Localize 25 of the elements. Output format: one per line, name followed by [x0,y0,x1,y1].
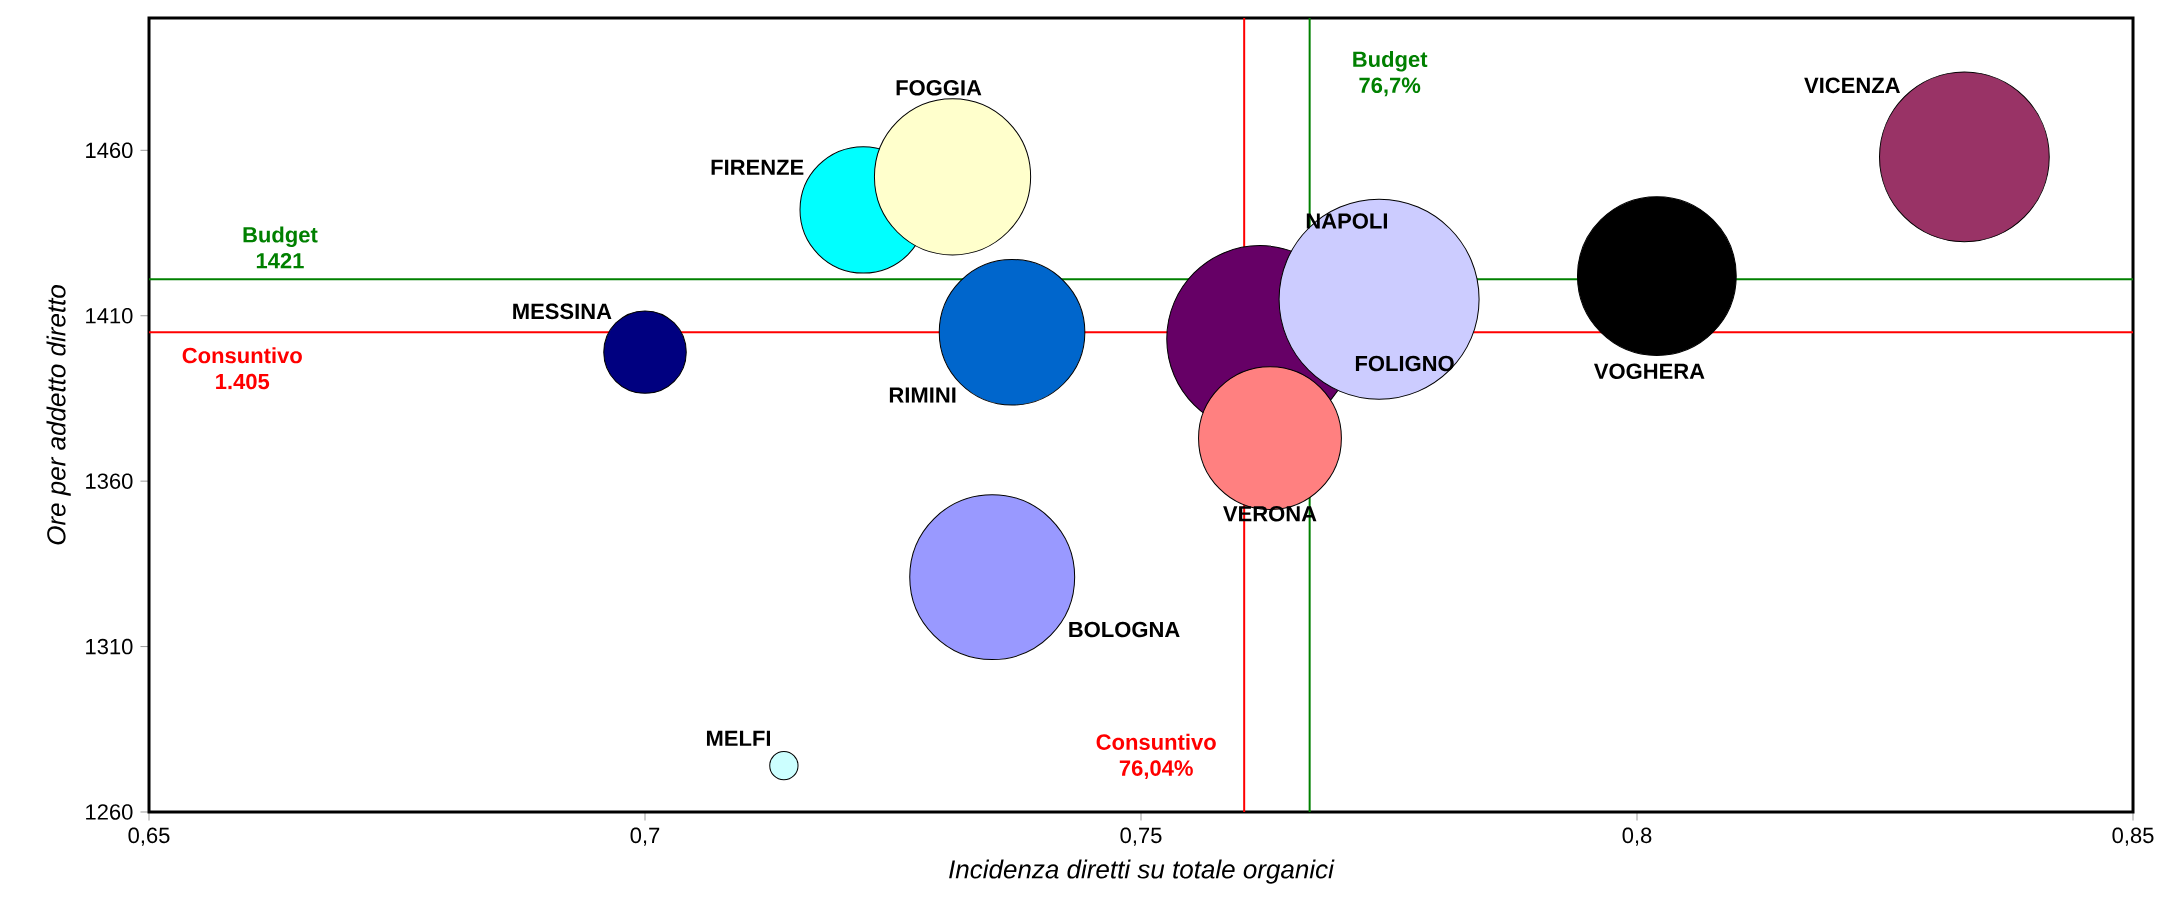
y-tick-label: 1360 [86,473,133,489]
ref-line-label: Consuntivo 1.405 [182,347,302,390]
x-axis-title: Incidenza diretti su totale organici [949,859,1335,884]
series-label: FOGGIA [896,80,982,96]
x-tick-label: 0,7 [630,827,660,846]
ref-line-label: Budget 76,7% [1353,50,1428,97]
series-label: VOGHERA [1593,363,1705,380]
y-tick-label: 1310 [86,638,133,655]
x-tick-label: 0,85 [2112,827,2154,846]
x-tick-label: 0,75 [1120,827,1162,846]
y-tick-label: 1410 [86,307,133,324]
ref-line-label: Budget 1421 [243,226,318,269]
series-label: MESSINA [513,303,612,320]
x-tick-label: 0,65 [128,827,170,846]
series-label: RIMINI [889,387,956,403]
y-tick-label: 1260 [86,804,133,820]
y-tick-label: 1460 [86,142,133,159]
series-label: BOLOGNA [1069,621,1180,638]
y-axis-title: Ore per addetto diretto [46,285,71,545]
series-label: FIRENZE [711,159,804,175]
series-label: MELFI [706,730,771,746]
series-label: VICENZA [1804,77,1900,94]
legend-label: FOLIGNO [1355,355,1454,372]
ref-line-label: Consuntivo 76,04% [1096,733,1216,780]
x-tick-label: 0,8 [1622,827,1652,846]
